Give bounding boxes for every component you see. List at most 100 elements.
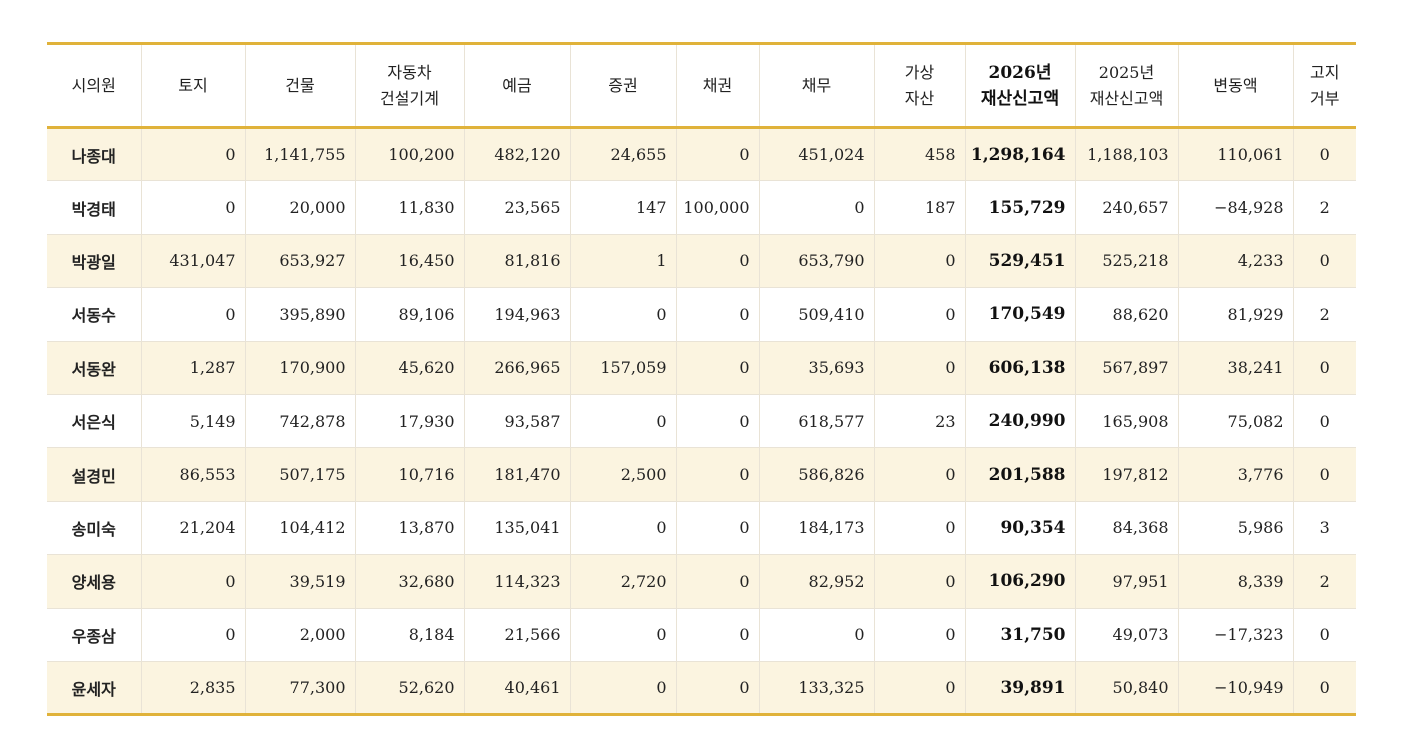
cell-land: 0 bbox=[140, 608, 245, 662]
cell-land: 86,553 bbox=[140, 447, 245, 502]
table-row: 설경민 86,553 507,175 10,716 181,470 2,500 0 586,8… bbox=[47, 447, 1356, 502]
cell-building: 39,519 bbox=[244, 554, 355, 609]
cell-securities: 2,500 bbox=[569, 447, 676, 502]
cell-deposit: 482,120 bbox=[463, 127, 570, 182]
table-row: 서동수 0 395,890 89,106 194,963 0 0 509,410 0 170,54… bbox=[47, 287, 1356, 342]
cell-total-2026: 90,354 bbox=[964, 501, 1075, 556]
cell-building: 104,412 bbox=[244, 501, 355, 556]
cell-securities: 1 bbox=[569, 234, 676, 289]
cell-debt: 184,173 bbox=[758, 501, 874, 556]
cell-disclosure-refusal: 0 bbox=[1292, 234, 1356, 289]
cell-total-2025: 240,657 bbox=[1074, 180, 1178, 235]
header-securities: 증권 bbox=[569, 42, 676, 129]
cell-virtual-asset: 0 bbox=[873, 554, 965, 609]
header-change: 변동액 bbox=[1177, 42, 1293, 129]
table-row: 송미숙 21,204 104,412 13,870 135,041 0 0 184,173 0 9… bbox=[47, 501, 1356, 556]
header-building: 건물 bbox=[244, 42, 355, 129]
cell-land: 431,047 bbox=[140, 234, 245, 289]
cell-disclosure-refusal: 0 bbox=[1292, 661, 1356, 717]
cell-bonds: 100,000 bbox=[675, 180, 759, 235]
cell-member-name: 설경민 bbox=[47, 447, 141, 502]
header-land: 토지 bbox=[140, 42, 245, 129]
cell-vehicle: 11,830 bbox=[354, 180, 464, 235]
cell-bonds: 0 bbox=[675, 394, 759, 449]
cell-virtual-asset: 0 bbox=[873, 608, 965, 662]
table-row: 서은식 5,149 742,878 17,930 93,587 0 0 618,577 23 24… bbox=[47, 394, 1356, 449]
cell-building: 20,000 bbox=[244, 180, 355, 235]
cell-change: −10,949 bbox=[1177, 661, 1293, 717]
cell-land: 1,287 bbox=[140, 341, 245, 395]
table-row: 윤세자 2,835 77,300 52,620 40,461 0 0 133,325 0 39,8… bbox=[47, 661, 1356, 717]
cell-member-name: 박경태 bbox=[47, 180, 141, 235]
table-row: 서동완 1,287 170,900 45,620 266,965 157,059 0 35,6… bbox=[47, 341, 1356, 395]
cell-debt: 0 bbox=[758, 180, 874, 235]
cell-total-2025: 50,840 bbox=[1074, 661, 1178, 717]
cell-land: 2,835 bbox=[140, 661, 245, 717]
cell-change: −84,928 bbox=[1177, 180, 1293, 235]
cell-bonds: 0 bbox=[675, 447, 759, 502]
cell-total-2025: 525,218 bbox=[1074, 234, 1178, 289]
cell-debt: 133,325 bbox=[758, 661, 874, 717]
cell-total-2025: 97,951 bbox=[1074, 554, 1178, 609]
cell-deposit: 21,566 bbox=[463, 608, 570, 662]
cell-member-name: 송미숙 bbox=[47, 501, 141, 556]
table-row: 나종대 0 1,141,755 100,200 482,120 24,655 0 451,02… bbox=[47, 127, 1356, 182]
cell-virtual-asset: 0 bbox=[873, 501, 965, 556]
cell-virtual-asset: 187 bbox=[873, 180, 965, 235]
cell-disclosure-refusal: 2 bbox=[1292, 287, 1356, 342]
cell-vehicle: 52,620 bbox=[354, 661, 464, 717]
cell-disclosure-refusal: 2 bbox=[1292, 180, 1356, 235]
cell-land: 21,204 bbox=[140, 501, 245, 556]
cell-total-2026: 240,990 bbox=[964, 394, 1075, 449]
header-row: 시의원 토지 건물 자동차 건설기계 예금 증권 채권 채무 가상 자산 2026년… bbox=[47, 42, 1356, 129]
cell-member-name: 서동수 bbox=[47, 287, 141, 342]
cell-securities: 2,720 bbox=[569, 554, 676, 609]
cell-total-2026: 39,891 bbox=[964, 661, 1075, 717]
cell-total-2026: 1,298,164 bbox=[964, 127, 1075, 182]
cell-building: 507,175 bbox=[244, 447, 355, 502]
cell-debt: 82,952 bbox=[758, 554, 874, 609]
header-disclosure-refusal: 고지 거부 bbox=[1292, 42, 1356, 129]
cell-building: 170,900 bbox=[244, 341, 355, 395]
cell-building: 1,141,755 bbox=[244, 127, 355, 182]
cell-vehicle: 32,680 bbox=[354, 554, 464, 609]
cell-disclosure-refusal: 0 bbox=[1292, 608, 1356, 662]
cell-total-2025: 197,812 bbox=[1074, 447, 1178, 502]
header-deposit: 예금 bbox=[463, 42, 570, 129]
cell-deposit: 40,461 bbox=[463, 661, 570, 717]
cell-securities: 147 bbox=[569, 180, 676, 235]
table-row: 우종삼 0 2,000 8,184 21,566 0 0 0 0 31,750 49,073 −17,… bbox=[47, 608, 1356, 662]
cell-total-2026: 155,729 bbox=[964, 180, 1075, 235]
cell-virtual-asset: 0 bbox=[873, 447, 965, 502]
cell-member-name: 서은식 bbox=[47, 394, 141, 449]
cell-total-2026: 106,290 bbox=[964, 554, 1075, 609]
cell-total-2025: 88,620 bbox=[1074, 287, 1178, 342]
cell-securities: 24,655 bbox=[569, 127, 676, 182]
cell-change: 3,776 bbox=[1177, 447, 1293, 502]
cell-deposit: 194,963 bbox=[463, 287, 570, 342]
cell-building: 653,927 bbox=[244, 234, 355, 289]
cell-deposit: 93,587 bbox=[463, 394, 570, 449]
cell-debt: 35,693 bbox=[758, 341, 874, 395]
cell-disclosure-refusal: 0 bbox=[1292, 394, 1356, 449]
cell-vehicle: 17,930 bbox=[354, 394, 464, 449]
cell-member-name: 우종삼 bbox=[47, 608, 141, 662]
cell-total-2026: 170,549 bbox=[964, 287, 1075, 342]
cell-change: −17,323 bbox=[1177, 608, 1293, 662]
cell-virtual-asset: 0 bbox=[873, 287, 965, 342]
header-2026-total: 2026년 재산신고액 bbox=[964, 42, 1075, 129]
table-row: 양세용 0 39,519 32,680 114,323 2,720 0 82,952 0 106,… bbox=[47, 554, 1356, 609]
header-council-member: 시의원 bbox=[47, 42, 141, 129]
cell-securities: 0 bbox=[569, 608, 676, 662]
cell-land: 0 bbox=[140, 127, 245, 182]
cell-member-name: 박광일 bbox=[47, 234, 141, 289]
cell-disclosure-refusal: 0 bbox=[1292, 127, 1356, 182]
cell-bonds: 0 bbox=[675, 341, 759, 395]
cell-bonds: 0 bbox=[675, 608, 759, 662]
cell-vehicle: 89,106 bbox=[354, 287, 464, 342]
cell-deposit: 81,816 bbox=[463, 234, 570, 289]
cell-securities: 157,059 bbox=[569, 341, 676, 395]
cell-vehicle: 45,620 bbox=[354, 341, 464, 395]
cell-debt: 0 bbox=[758, 608, 874, 662]
cell-disclosure-refusal: 2 bbox=[1292, 554, 1356, 609]
